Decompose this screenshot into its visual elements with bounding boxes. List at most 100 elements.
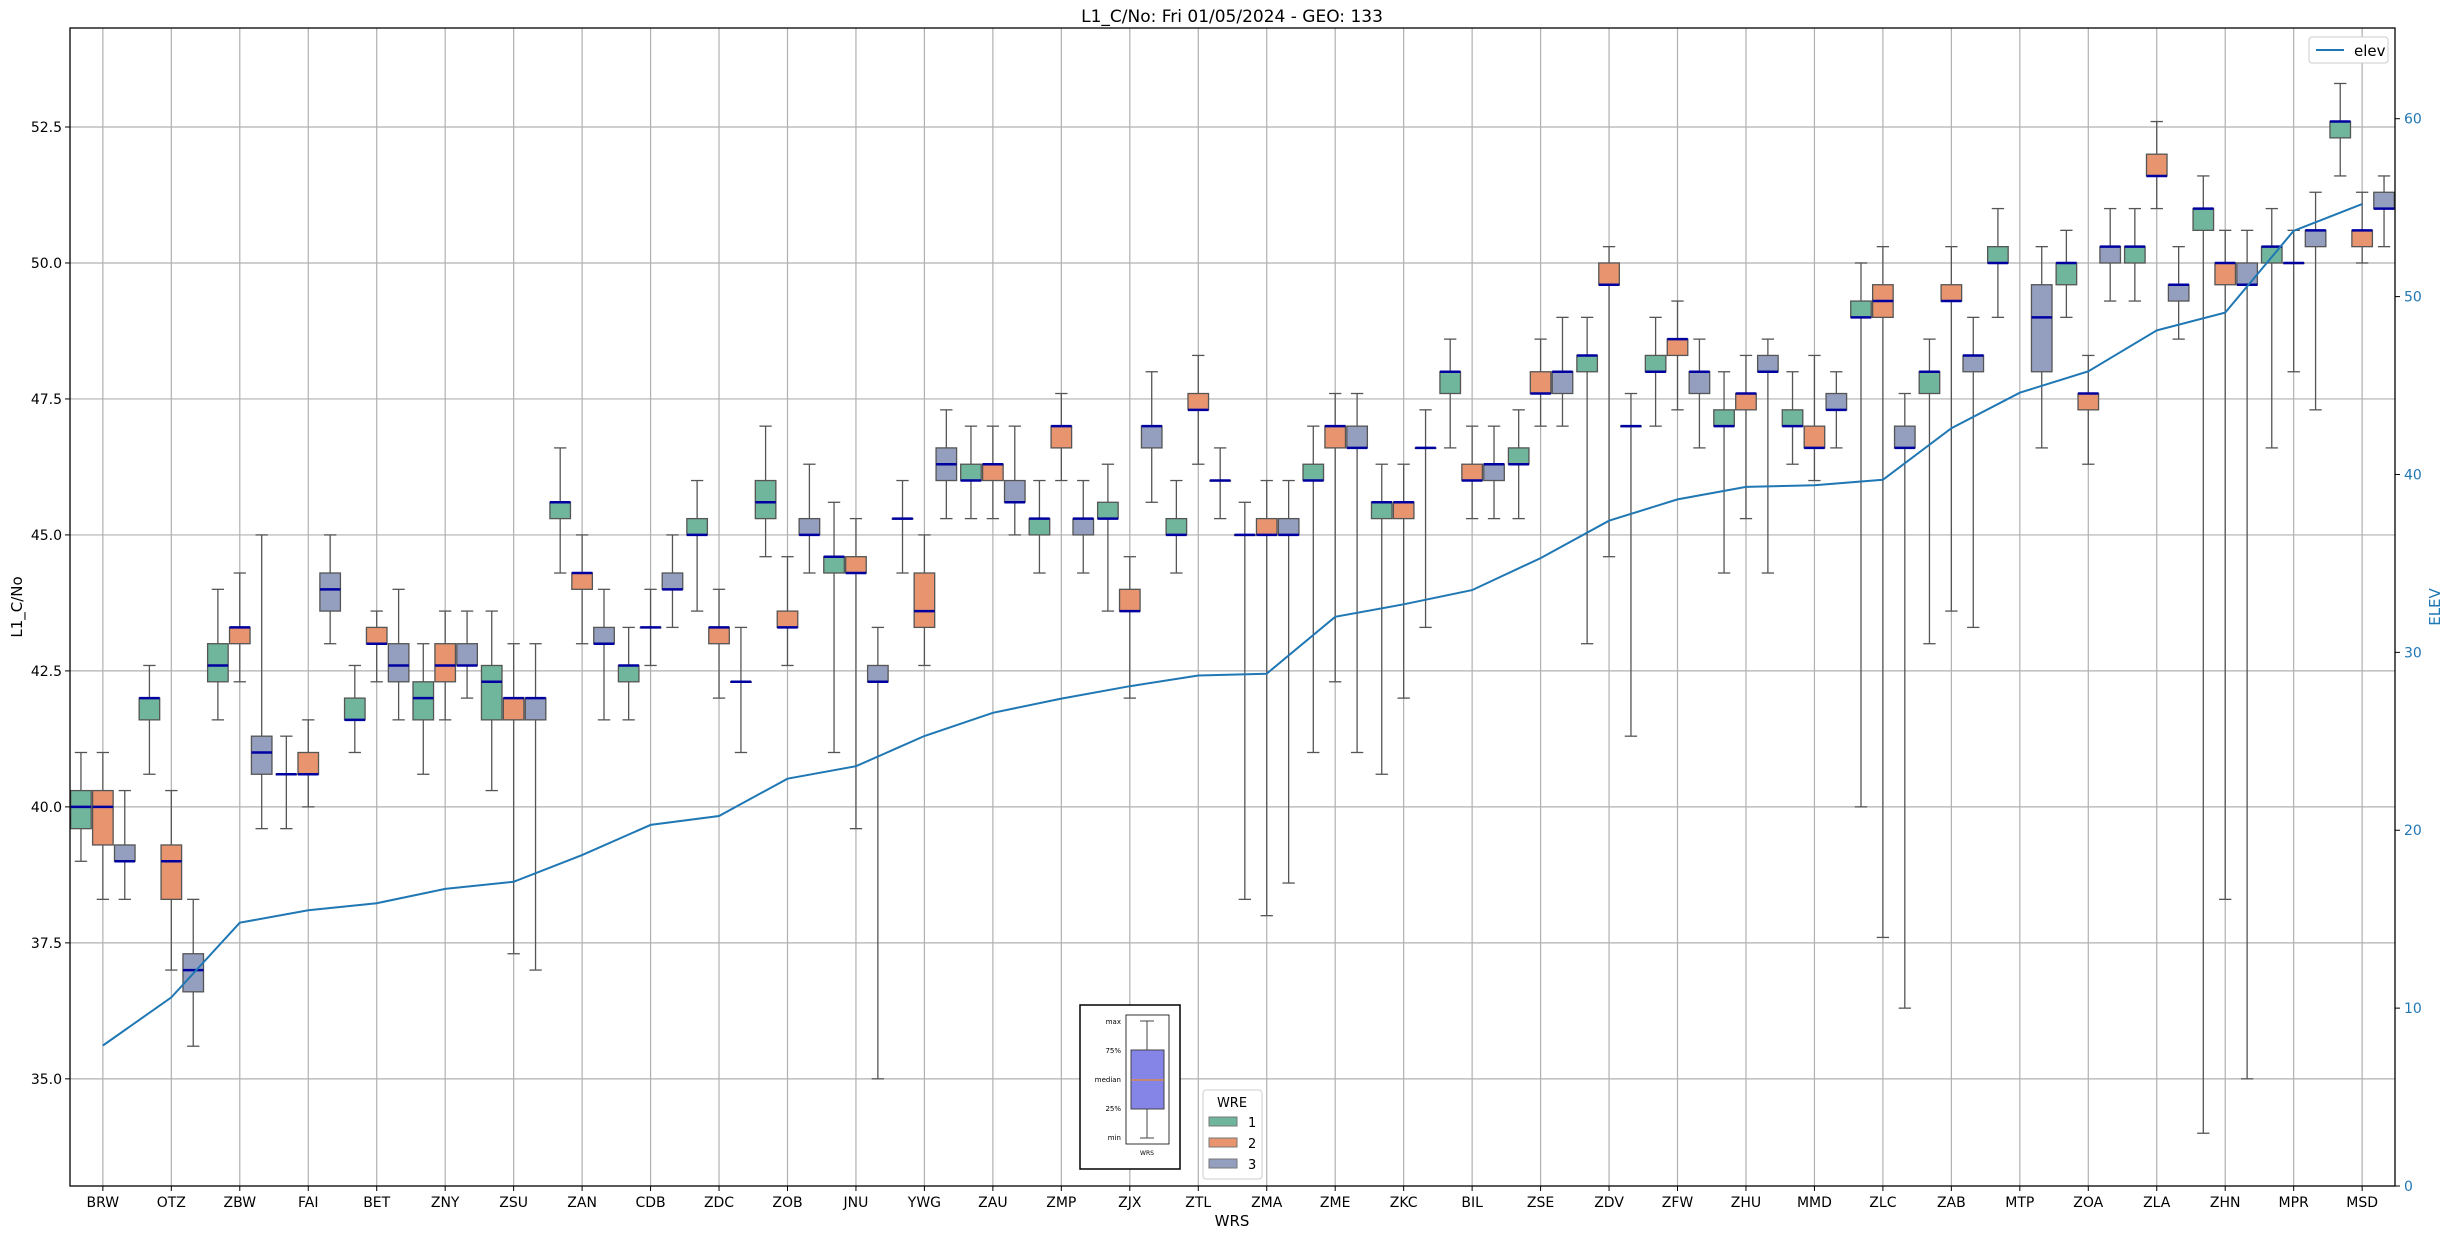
y2-tick-label: 40 — [2404, 467, 2422, 483]
box-BET-wre1 — [343, 664, 366, 754]
y2-tick-label: 10 — [2404, 1001, 2422, 1017]
box-iqr — [661, 572, 684, 590]
box-ZHU-wre2 — [1735, 354, 1757, 520]
box-iqr — [1962, 354, 1985, 373]
box-ZLC-wre3 — [1893, 392, 1916, 1009]
box-ZJX-wre3 — [1140, 371, 1163, 503]
axes: BRW OTZ ZBW FAI BET ZNY ZSU ZAN CDB ZDC ZOB JNU YWG Z… — [31, 112, 2422, 1211]
box-iqr — [1277, 517, 1300, 536]
elev-line — [102, 203, 2363, 1047]
box-iqr — [798, 517, 821, 536]
key-xlabel: WRS — [1140, 1150, 1154, 1157]
box-iqr — [1940, 284, 1963, 302]
x-tick-label: OTZ — [157, 1195, 186, 1211]
y-tick-label: 35.0 — [31, 1072, 62, 1088]
box-ZLC-wre2 — [1871, 246, 1894, 939]
box-ZME-wre3 — [1346, 392, 1369, 754]
box-ZSE-wre3 — [1551, 316, 1574, 427]
x-tick-label: MMD — [1797, 1195, 1832, 1211]
box-iqr — [617, 664, 640, 683]
elev-line-group — [102, 203, 2363, 1047]
box-ZAU-wre2 — [981, 425, 1004, 520]
box-ZOB-wre3 — [798, 463, 821, 574]
box-iqr — [1439, 371, 1462, 395]
box-MSD-wre1 — [2329, 82, 2352, 177]
box-ZTL-wre2 — [1187, 354, 1210, 465]
x-axis-label: WRS — [1215, 1212, 1250, 1230]
box-iqr — [2192, 207, 2215, 231]
legend-elev: elev — [2308, 36, 2389, 64]
box-iqr — [1688, 371, 1711, 395]
box-iqr — [1187, 392, 1210, 411]
y2-tick-label: 30 — [2404, 645, 2422, 661]
x-tick-label: ZAN — [567, 1195, 597, 1211]
x-tick-label: MSD — [2346, 1195, 2378, 1211]
box-iqr — [1140, 425, 1163, 449]
box-BRW-wre2 — [91, 751, 114, 901]
box-iqr — [2329, 120, 2352, 139]
legend-wre-swatch-2 — [1208, 1137, 1238, 1148]
box-ZLC-wre1 — [1850, 262, 1872, 808]
box-FAI-wre3 — [319, 534, 342, 645]
box-iqr — [138, 697, 161, 721]
box-iqr — [1302, 463, 1325, 482]
box-ZMP-wre1 — [1028, 479, 1051, 574]
box-iqr — [1118, 588, 1141, 612]
box-ZSE-wre1 — [1507, 409, 1530, 520]
box-iqr — [2099, 246, 2122, 264]
box-iqr — [2373, 191, 2395, 210]
box-iqr — [593, 626, 615, 645]
x-tick-label: BRW — [87, 1195, 120, 1211]
y-tick-label: 45.0 — [31, 528, 62, 544]
box-iqr — [1918, 371, 1941, 395]
box-ZTL-wre3 — [1209, 447, 1232, 520]
box-iqr — [2304, 229, 2327, 248]
box-ZMP-wre2 — [1050, 392, 1073, 482]
x-tick-label: ZDC — [704, 1195, 734, 1211]
box-iqr — [319, 572, 342, 612]
box-ZHN-wre3 — [2236, 229, 2259, 1080]
box-iqr — [2236, 262, 2259, 286]
box-ZNY-wre3 — [456, 610, 479, 699]
box-MMD-wre2 — [1803, 354, 1826, 482]
box-iqr — [1003, 479, 1026, 503]
box-MPR-wre2 — [2282, 229, 2305, 373]
box-ZSU-wre2 — [502, 643, 525, 955]
box-ZLA-wre1 — [2123, 207, 2146, 302]
box-iqr — [571, 572, 594, 590]
x-tick-label: ZSE — [1527, 1195, 1554, 1211]
legend-wre-swatch-1 — [1208, 1116, 1238, 1127]
box-iqr — [2351, 229, 2374, 248]
box-ZOA-wre1 — [2055, 229, 2078, 319]
box-ZME-wre1 — [1302, 425, 1325, 754]
x-tick-label: ZLA — [2143, 1195, 2171, 1211]
box-iqr — [776, 610, 799, 629]
box-ZAN-wre2 — [571, 534, 594, 645]
box-FAI-wre1 — [275, 735, 298, 830]
box-ZMA-wre3 — [1277, 479, 1300, 884]
box-ZSU-wre3 — [524, 643, 547, 971]
box-ZAU-wre1 — [960, 425, 982, 520]
box-MMD-wre3 — [1825, 371, 1848, 449]
box-iqr — [250, 735, 273, 775]
box-iqr — [2055, 262, 2078, 286]
box-JNU-wre3 — [866, 626, 889, 1080]
x-tick-label: CDB — [635, 1195, 665, 1211]
legend-elev-label: elev — [2354, 42, 2386, 60]
box-iqr — [1893, 425, 1916, 449]
x-tick-label: ZAB — [1937, 1195, 1966, 1211]
y2-tick-label: 50 — [2404, 290, 2422, 306]
box-ZAB-wre3 — [1962, 316, 1985, 629]
box-ZBW-wre3 — [250, 534, 273, 830]
box-iqr — [1756, 354, 1779, 373]
box-iqr — [823, 556, 845, 574]
box-YWG-wre2 — [913, 534, 936, 667]
box-ZME-wre2 — [1324, 392, 1347, 683]
box-iqr — [1986, 246, 2009, 264]
boxplot-key-inset: max 75% median 25% min WRS — [1079, 1004, 1181, 1170]
box-MSD-wre2 — [2351, 191, 2374, 264]
box-CDB-wre3 — [661, 534, 684, 629]
box-iqr — [1529, 371, 1552, 395]
x-tick-label: ZHU — [1731, 1195, 1761, 1211]
box-iqr — [845, 556, 867, 574]
